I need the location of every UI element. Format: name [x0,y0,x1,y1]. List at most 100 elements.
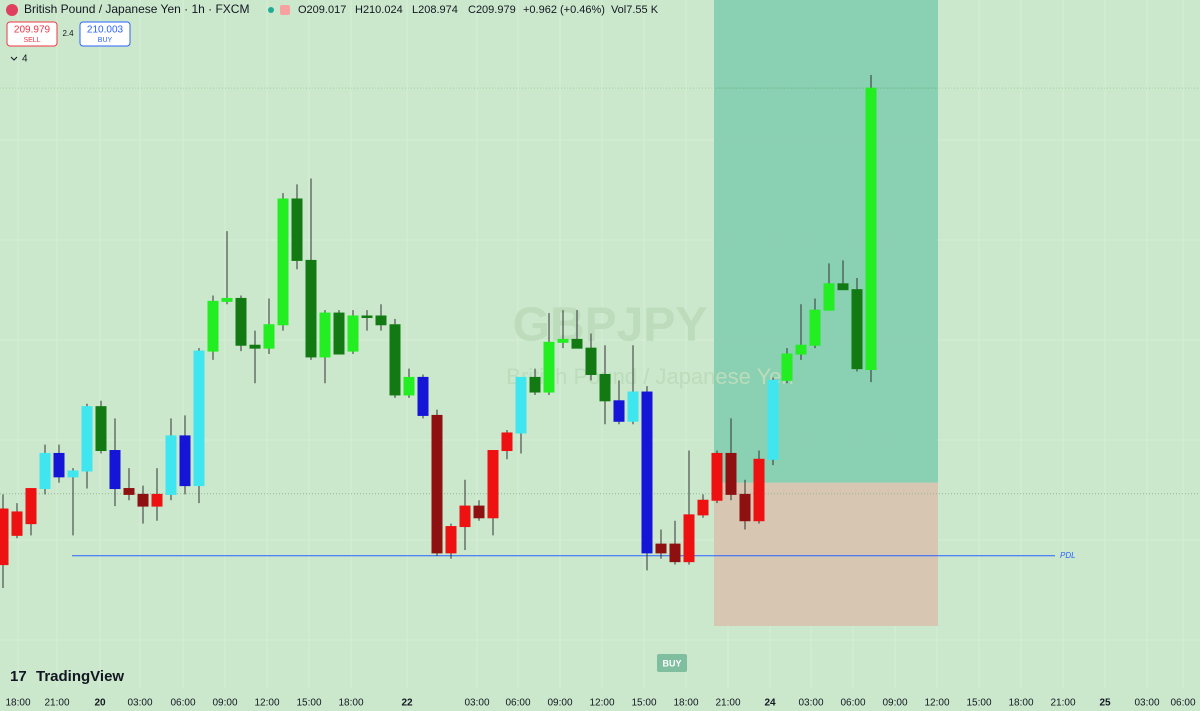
candle-body [767,379,779,460]
x-tick-label: 15:00 [631,698,656,709]
change: +0.962 (+0.46%) [523,4,605,16]
x-tick-label: 06:00 [1170,698,1195,709]
candle-body [585,347,597,375]
candle-body [277,198,289,326]
x-tick-label: 25 [1099,698,1111,709]
candle-body [445,526,457,554]
candle-body [361,315,373,318]
x-tick-label: 18:00 [338,698,363,709]
candle-body [165,435,177,495]
candle-body [487,450,499,519]
pdl-label: PDL [1060,551,1076,560]
x-tick-label: 15:00 [966,698,991,709]
candle-body [655,543,667,554]
candle-body [151,493,163,507]
x-axis: 18:00 21:00 20 03:00 06:00 09:00 12:00 15:00 18:… [5,698,1195,709]
x-tick-label: 03:00 [1134,698,1159,709]
buy-price[interactable]: 210.003 [87,25,124,36]
candles: PDL BUY [0,75,1200,672]
candle-body [263,324,275,349]
x-tick-label: 21:00 [44,698,69,709]
x-tick-label: 12:00 [589,698,614,709]
sell-button[interactable] [6,21,58,47]
candle-body [81,406,93,472]
signal-badge [657,654,687,672]
buy-button[interactable] [79,21,131,47]
signal: BUY [657,654,687,672]
candle-body [137,493,149,507]
ohlc-high: H210.024 [355,4,403,16]
x-tick-label: 18:00 [5,698,30,709]
candle-body [515,376,527,434]
sell-label[interactable]: SELL [23,37,40,44]
spread: 2.4 [62,29,74,38]
candle-body [193,350,205,487]
watermark-symbol: GBPJPY [513,299,708,352]
candle-body [627,391,639,422]
candle-body [795,344,807,355]
candle-body [599,373,611,402]
candle-body [305,259,317,358]
x-tick-label: 18:00 [1008,698,1033,709]
candle-body [319,312,331,358]
candle-body [221,297,233,302]
logo-mark: 17 [10,668,27,685]
ohlc-open: O209.017 [298,4,346,16]
x-tick-label: 18:00 [673,698,698,709]
collapse-icon[interactable] [10,56,18,61]
candle-body [837,283,849,291]
candle-body [347,315,359,352]
candle-body [781,353,793,381]
candle-body [571,338,583,349]
signal-label: BUY [662,658,681,668]
candle-body [865,87,877,371]
status-dot [268,7,274,13]
candle-body [53,452,65,478]
candle-body [529,376,541,393]
candle-body [95,406,107,452]
stop-zone [714,482,938,626]
candle-body [823,283,835,311]
indicators-count[interactable]: 4 [22,54,28,65]
candle-body [431,414,443,554]
x-tick-label: 24 [764,698,776,709]
candle-body [557,338,569,343]
volume: Vol7.55 K [611,4,659,16]
x-tick-label: 21:00 [1050,698,1075,709]
candle-body [235,297,247,346]
x-tick-label: 09:00 [212,698,237,709]
sell-price[interactable]: 209.979 [14,25,51,36]
candle-body [753,458,765,522]
candle-body [291,198,303,261]
candle-body [543,341,555,393]
grid [0,0,1200,688]
x-tick-label: 22 [401,698,413,709]
candle-body [669,543,681,563]
x-tick-label: 15:00 [296,698,321,709]
x-tick-label: 06:00 [505,698,530,709]
candle-body [809,309,821,346]
x-tick-label: 03:00 [798,698,823,709]
candle-body [459,505,471,528]
symbol[interactable]: British Pound / Japanese Yen · 1h · FXCM [24,2,249,16]
x-tick-label: 21:00 [715,698,740,709]
x-tick-label: 12:00 [254,698,279,709]
candle-body [711,452,723,501]
candle-body [697,499,709,516]
status-icon [280,5,290,15]
x-tick-label: 06:00 [840,698,865,709]
candle-body [179,435,191,487]
candle-body [249,344,261,349]
branding: TradingView [36,668,124,685]
buy-label[interactable]: BUY [98,37,113,44]
ohlc-low: L208.974 [412,4,458,16]
x-tick-label: 09:00 [547,698,572,709]
x-tick-label: 09:00 [882,698,907,709]
position-tool[interactable] [0,0,1200,626]
ohlc-close: C209.979 [468,4,516,16]
candle-body [39,452,51,490]
candle-body [109,450,121,490]
x-tick-label: 03:00 [464,698,489,709]
